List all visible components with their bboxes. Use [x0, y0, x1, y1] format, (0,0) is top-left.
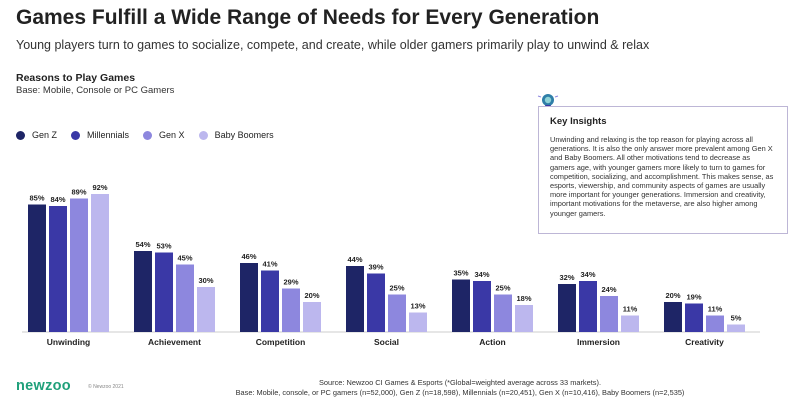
data-label-unwinding-baby-boomers: 92%: [92, 183, 107, 192]
bar-action-gen-z: [452, 279, 470, 332]
category-label-creativity: Creativity: [685, 337, 724, 347]
bar-social-baby-boomers: [409, 312, 427, 332]
copyright-text: © Newzoo 2021: [88, 384, 124, 390]
data-label-achievement-gen-z: 54%: [135, 240, 150, 249]
data-label-immersion-millennials: 34%: [580, 270, 595, 279]
bar-achievement-gen-z: [134, 251, 152, 332]
chart-section-base: Base: Mobile, Console or PC Gamers: [16, 85, 175, 96]
data-label-social-gen-z: 44%: [347, 255, 362, 264]
data-label-immersion-gen-x: 24%: [601, 285, 616, 294]
data-label-unwinding-millennials: 84%: [50, 195, 65, 204]
bar-achievement-millennials: [155, 252, 173, 332]
bar-immersion-baby-boomers: [621, 315, 639, 332]
data-label-competition-baby-boomers: 20%: [304, 291, 319, 300]
data-label-social-baby-boomers: 13%: [410, 302, 425, 311]
data-label-action-gen-x: 25%: [495, 284, 510, 293]
legend-swatch-gen-z: [16, 130, 25, 140]
key-insights-title: Key Insights: [550, 116, 607, 127]
bar-immersion-gen-x: [600, 296, 618, 332]
data-label-unwinding-gen-x: 89%: [71, 188, 86, 197]
data-label-action-gen-z: 35%: [453, 269, 468, 278]
data-label-creativity-millennials: 19%: [686, 293, 701, 302]
legend-label-baby-boomers: Baby Boomers: [214, 130, 274, 140]
bar-immersion-millennials: [579, 281, 597, 332]
bar-unwinding-baby-boomers: [91, 194, 109, 332]
bar-creativity-millennials: [685, 303, 703, 332]
bar-unwinding-gen-z: [28, 204, 46, 332]
source-line-1: Source: Newzoo CI Games & Esports (*Glob…: [319, 378, 601, 387]
key-insights-panel: Key Insights Unwinding and relaxing is t…: [538, 106, 788, 234]
legend-label-gen-x: Gen X: [159, 130, 185, 140]
bar-competition-millennials: [261, 270, 279, 332]
data-label-competition-millennials: 41%: [262, 260, 277, 269]
bar-competition-gen-z: [240, 263, 258, 332]
bar-unwinding-gen-x: [70, 198, 88, 332]
legend-item-gen-z: Gen Z: [16, 130, 57, 140]
data-label-creativity-gen-z: 20%: [665, 291, 680, 300]
data-label-unwinding-gen-z: 85%: [29, 194, 44, 203]
category-label-immersion: Immersion: [577, 337, 620, 347]
data-label-creativity-gen-x: 11%: [708, 305, 723, 314]
newzoo-logo: newzoo: [16, 378, 71, 394]
legend-label-gen-z: Gen Z: [32, 130, 58, 140]
key-insights-body: Unwinding and relaxing is the top reason…: [550, 135, 774, 218]
legend-swatch-baby-boomers: [198, 130, 208, 140]
category-label-social: Social: [374, 337, 399, 347]
data-label-immersion-gen-z: 32%: [559, 273, 574, 282]
category-label-unwinding: Unwinding: [47, 337, 90, 347]
data-label-action-baby-boomers: 18%: [516, 294, 531, 303]
data-label-creativity-baby-boomers: 5%: [731, 314, 742, 323]
data-label-social-gen-x: 25%: [389, 284, 404, 293]
legend-item-baby-boomers: Baby Boomers: [198, 130, 274, 140]
data-label-achievement-gen-x: 45%: [177, 254, 192, 263]
source-note: Source: Newzoo CI Games & Esports (*Glob…: [180, 378, 740, 397]
bar-action-gen-x: [494, 294, 512, 332]
data-label-action-millennials: 34%: [474, 270, 489, 279]
bar-achievement-baby-boomers: [197, 287, 215, 332]
chart-legend: Gen Z Millennials Gen X Baby Boomers: [16, 130, 274, 140]
legend-item-gen-x: Gen X: [143, 130, 185, 140]
bar-action-baby-boomers: [515, 305, 533, 332]
bar-competition-baby-boomers: [303, 302, 321, 332]
bar-social-millennials: [367, 273, 385, 332]
legend-label-millennials: Millennials: [87, 130, 130, 140]
bar-creativity-gen-x: [706, 315, 724, 332]
data-label-achievement-millennials: 53%: [156, 242, 171, 251]
bar-creativity-gen-z: [664, 302, 682, 332]
bar-competition-gen-x: [282, 288, 300, 332]
bar-creativity-baby-boomers: [727, 324, 745, 332]
source-line-2: Base: Mobile, console, or PC gamers (n=5…: [235, 387, 685, 397]
legend-swatch-gen-x: [143, 130, 153, 140]
data-label-achievement-baby-boomers: 30%: [198, 276, 213, 285]
bar-social-gen-z: [346, 266, 364, 332]
category-label-achievement: Achievement: [148, 337, 201, 347]
data-label-immersion-baby-boomers: 11%: [623, 305, 638, 314]
data-label-competition-gen-z: 46%: [241, 252, 256, 261]
category-label-action: Action: [479, 337, 505, 347]
legend-swatch-millennials: [71, 130, 81, 140]
bar-social-gen-x: [388, 294, 406, 332]
bar-immersion-gen-z: [558, 284, 576, 332]
data-label-social-millennials: 39%: [368, 263, 383, 272]
page-title: Games Fulfill a Wide Range of Needs for …: [16, 6, 600, 29]
bar-achievement-gen-x: [176, 264, 194, 332]
category-label-competition: Competition: [256, 337, 306, 347]
chart-section-title: Reasons to Play Games: [16, 72, 136, 84]
data-label-competition-gen-x: 29%: [283, 278, 298, 287]
legend-item-millennials: Millennials: [71, 130, 129, 140]
bar-action-millennials: [473, 281, 491, 332]
page-subtitle: Young players turn to games to socialize…: [16, 38, 650, 52]
bar-unwinding-millennials: [49, 206, 67, 332]
